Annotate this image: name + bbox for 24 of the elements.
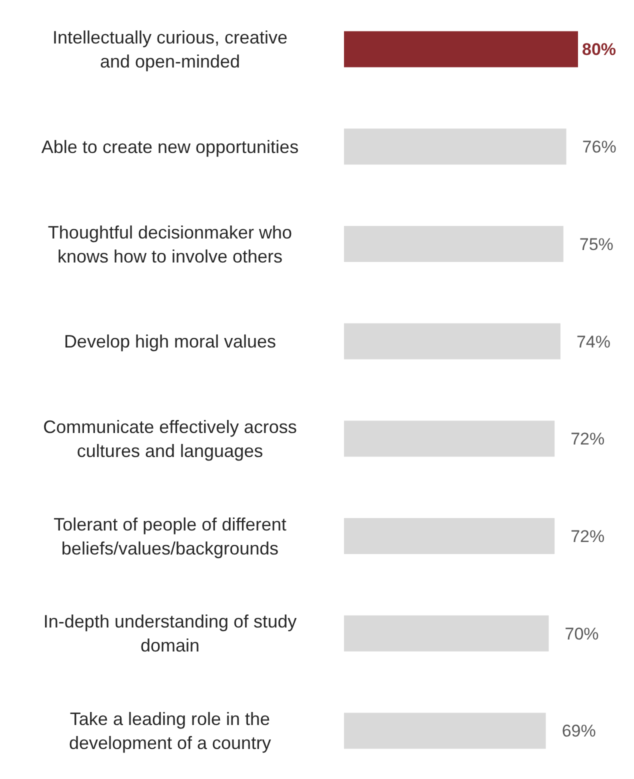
bar	[344, 128, 566, 165]
y-tick-label: Intellectually curious, creative and open-minded	[52, 28, 288, 72]
data-label: 72%	[570, 430, 605, 449]
bar	[344, 420, 555, 457]
data-label: 70%	[564, 624, 599, 644]
data-label: 74%	[576, 332, 610, 352]
bar	[344, 615, 549, 652]
data-label: 80%	[582, 40, 616, 60]
y-tick-label: Able to create new opportunities	[41, 136, 299, 157]
bar	[344, 226, 564, 262]
y-tick-label: Take a leading role in the development of a country	[68, 709, 272, 754]
y-tick-label: Develop high moral values	[64, 332, 276, 352]
y-tick-label: In-depth understanding of study domain	[43, 612, 297, 656]
data-label: 76%	[582, 138, 616, 157]
y-tick-label: Tolerant of people of different beliefs/values/backgrounds	[54, 514, 286, 558]
data-label: 72%	[570, 527, 605, 546]
bar	[344, 31, 578, 68]
bar	[344, 518, 555, 554]
y-tick-label: Communicate effectively across cultures and languages	[43, 416, 297, 461]
bar	[344, 323, 560, 360]
bar	[344, 712, 546, 749]
y-tick-label: Thoughtful decisionmaker who knows how to involve others	[48, 222, 292, 266]
data-label: 75%	[579, 234, 614, 254]
data-label: 69%	[562, 722, 596, 741]
